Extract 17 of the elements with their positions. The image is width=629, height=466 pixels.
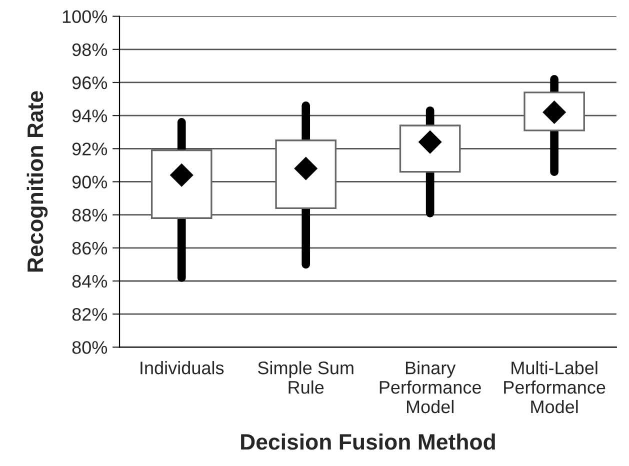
x-tick-label: Simple Sum Rule bbox=[258, 361, 354, 394]
y-tick-label: 90% bbox=[72, 176, 108, 188]
y-tick-label: 80% bbox=[72, 341, 108, 354]
x-tick-label: Multi-Label Performance Model bbox=[504, 361, 606, 414]
y-tick-label: 100% bbox=[62, 10, 108, 24]
y-tick-label: 86% bbox=[72, 242, 108, 255]
y-tick-label: 88% bbox=[72, 208, 108, 222]
y-tick-label: 92% bbox=[72, 142, 108, 156]
x-tick-label: Individuals bbox=[140, 361, 224, 374]
x-tick-label: Binary Performance Model bbox=[380, 361, 481, 414]
y-tick-label: 82% bbox=[72, 308, 108, 321]
y-tick-label: 84% bbox=[72, 274, 108, 288]
y-axis-title: Recognition Rate bbox=[26, 91, 48, 272]
y-tick-label: 98% bbox=[72, 43, 108, 56]
y-tick-label: 96% bbox=[72, 76, 108, 90]
x-axis-title: Decision Fusion Method bbox=[241, 433, 495, 450]
y-tick-label: 94% bbox=[72, 110, 108, 122]
